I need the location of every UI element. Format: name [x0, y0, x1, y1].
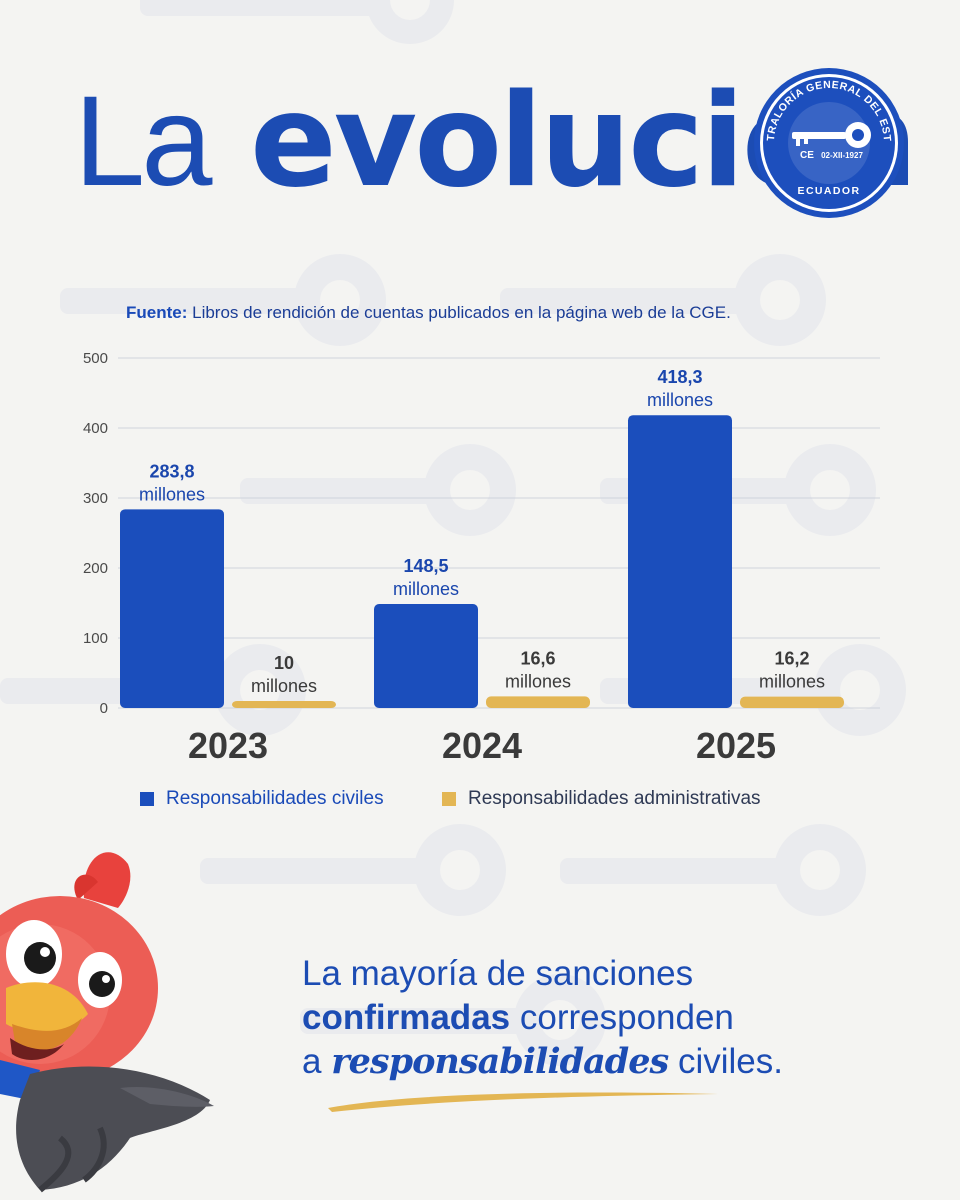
- y-tick-label: 500: [83, 350, 108, 367]
- x-category-label: 2023: [188, 725, 268, 766]
- bar-unit-label: millones: [251, 676, 317, 696]
- bar-chart: 500 400 300 200 100 0 283,8 millones 10 millones 2…: [83, 350, 880, 766]
- source-label: Fuente:: [126, 303, 188, 322]
- y-tick-label: 100: [83, 630, 108, 647]
- y-tick-label: 400: [83, 420, 108, 437]
- bar-unit-label: millones: [647, 390, 713, 410]
- legend-swatch-administrativas: [442, 792, 456, 806]
- bar-unit-label: millones: [139, 484, 205, 504]
- seal-initials: CE: [800, 150, 814, 161]
- y-tick-label: 300: [83, 490, 108, 507]
- bar-unit-label: millones: [759, 672, 825, 692]
- message-script-word: responsabilidades: [331, 1041, 669, 1082]
- source-note: Fuente: Libros de rendición de cuentas p…: [126, 303, 731, 323]
- bar-civiles: [628, 415, 732, 708]
- x-category-label: 2025: [696, 725, 776, 766]
- legend-swatch-civiles: [140, 792, 154, 806]
- seal-date: 02-XII-1927: [821, 151, 863, 160]
- bar-value-label: 10: [274, 653, 294, 673]
- title-light-word: La: [74, 70, 212, 213]
- bar-civiles: [374, 604, 478, 708]
- legend-label-civiles: Responsabilidades civiles: [166, 788, 384, 809]
- gold-brush-underline: [328, 1092, 718, 1112]
- key-message: La mayoría de sanciones confirmadas corr…: [302, 952, 783, 1084]
- x-category-label: 2024: [442, 725, 522, 766]
- rooster-mascot-illustration: [0, 852, 214, 1193]
- bar-civiles: [120, 509, 224, 708]
- key-icon: [792, 122, 871, 148]
- source-text: Libros de rendición de cuentas publicado…: [192, 303, 731, 322]
- legend-item-civiles: Responsabilidades civiles: [140, 788, 384, 810]
- bar-value-label: 418,3: [657, 367, 702, 387]
- legend-label-administrativas: Responsabilidades administrativas: [468, 788, 761, 809]
- bar-value-label: 283,8: [149, 461, 194, 481]
- bar-value-label: 16,6: [520, 648, 555, 668]
- legend-item-administrativas: Responsabilidades administrativas: [442, 788, 761, 810]
- message-bold-word: confirmadas: [302, 998, 511, 1037]
- message-line-2-rest: corresponden: [519, 998, 734, 1037]
- bar-administrativas: [486, 696, 590, 708]
- message-line-2: confirmadas corresponden: [302, 996, 783, 1040]
- bar-administrativas: [232, 701, 336, 708]
- message-line-1: La mayoría de sanciones: [302, 954, 694, 993]
- message-line-3-end: civiles.: [677, 1042, 783, 1081]
- bar-value-label: 148,5: [403, 556, 448, 576]
- contraloria-seal-logo: CONTRALORÍA GENERAL DEL ESTADO CE 02-XII…: [752, 66, 904, 218]
- bar-unit-label: millones: [393, 579, 459, 599]
- y-tick-label: 200: [83, 560, 108, 577]
- message-line-3: a responsabilidades civiles.: [302, 1040, 783, 1084]
- bar-administrativas: [740, 696, 844, 708]
- bar-value-label: 16,2: [774, 649, 809, 669]
- y-tick-label: 0: [100, 700, 108, 717]
- seal-country: ECUADOR: [798, 185, 861, 197]
- bar-unit-label: millones: [505, 671, 571, 691]
- message-line-3-start: a: [302, 1042, 322, 1081]
